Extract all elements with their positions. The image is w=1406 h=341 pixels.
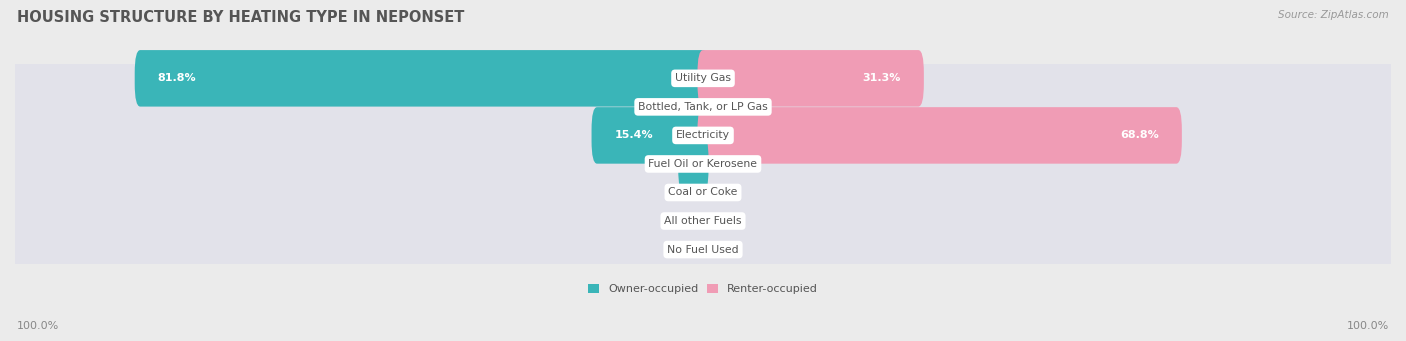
- Text: Coal or Coke: Coal or Coke: [668, 188, 738, 197]
- Text: 0.0%: 0.0%: [668, 244, 696, 255]
- FancyBboxPatch shape: [678, 136, 709, 192]
- Text: 0.0%: 0.0%: [668, 102, 696, 112]
- FancyBboxPatch shape: [13, 217, 1393, 283]
- Text: 81.8%: 81.8%: [157, 73, 195, 83]
- Text: 0.0%: 0.0%: [710, 216, 738, 226]
- FancyBboxPatch shape: [13, 102, 1393, 168]
- Legend: Owner-occupied, Renter-occupied: Owner-occupied, Renter-occupied: [588, 284, 818, 294]
- Text: 0.0%: 0.0%: [710, 102, 738, 112]
- Text: 0.0%: 0.0%: [668, 216, 696, 226]
- Text: 100.0%: 100.0%: [1347, 321, 1389, 331]
- Text: All other Fuels: All other Fuels: [664, 216, 742, 226]
- FancyBboxPatch shape: [13, 74, 1393, 140]
- FancyBboxPatch shape: [592, 107, 709, 164]
- Text: 100.0%: 100.0%: [17, 321, 59, 331]
- Text: Fuel Oil or Kerosene: Fuel Oil or Kerosene: [648, 159, 758, 169]
- FancyBboxPatch shape: [13, 159, 1393, 226]
- Text: Source: ZipAtlas.com: Source: ZipAtlas.com: [1278, 10, 1389, 20]
- Text: 15.4%: 15.4%: [614, 130, 652, 140]
- Text: 31.3%: 31.3%: [863, 73, 901, 83]
- Text: 68.8%: 68.8%: [1121, 130, 1159, 140]
- Text: 0.0%: 0.0%: [710, 159, 738, 169]
- FancyBboxPatch shape: [13, 131, 1393, 197]
- Text: 2.8%: 2.8%: [648, 159, 676, 169]
- FancyBboxPatch shape: [13, 45, 1393, 112]
- Text: HOUSING STRUCTURE BY HEATING TYPE IN NEPONSET: HOUSING STRUCTURE BY HEATING TYPE IN NEP…: [17, 10, 464, 25]
- FancyBboxPatch shape: [135, 50, 709, 107]
- Text: No Fuel Used: No Fuel Used: [668, 244, 738, 255]
- Text: 0.0%: 0.0%: [710, 188, 738, 197]
- Text: 0.0%: 0.0%: [668, 188, 696, 197]
- FancyBboxPatch shape: [697, 50, 924, 107]
- Text: Bottled, Tank, or LP Gas: Bottled, Tank, or LP Gas: [638, 102, 768, 112]
- Text: 0.0%: 0.0%: [710, 244, 738, 255]
- FancyBboxPatch shape: [697, 107, 1182, 164]
- Text: Electricity: Electricity: [676, 130, 730, 140]
- Text: Utility Gas: Utility Gas: [675, 73, 731, 83]
- FancyBboxPatch shape: [13, 188, 1393, 254]
